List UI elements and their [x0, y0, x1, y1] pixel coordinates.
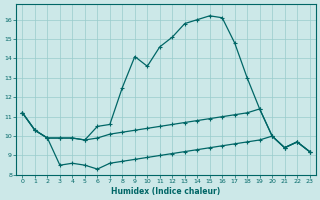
X-axis label: Humidex (Indice chaleur): Humidex (Indice chaleur)	[111, 187, 221, 196]
